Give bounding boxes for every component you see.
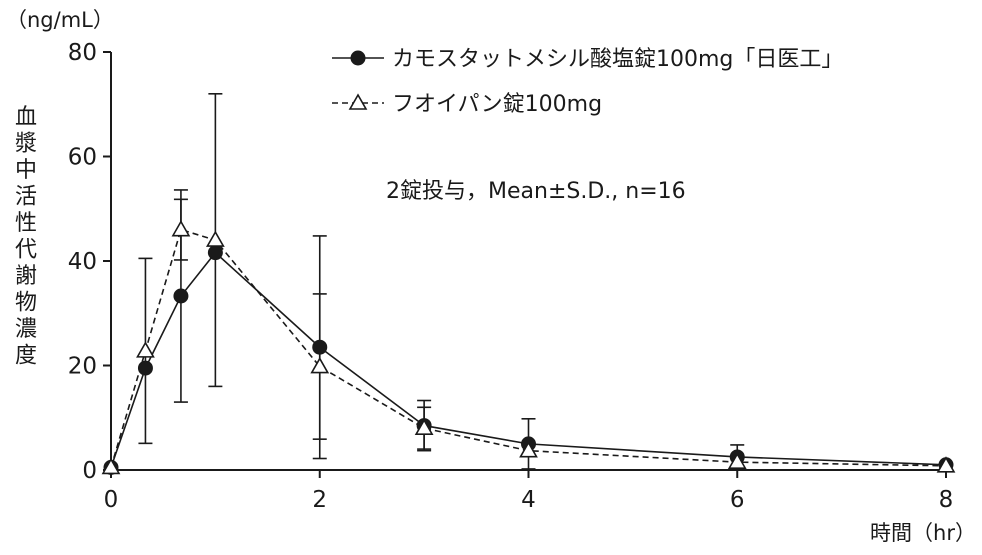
- data-point: [171, 220, 191, 237]
- y-axis-title-char: 中: [15, 158, 37, 183]
- data-point: [205, 230, 225, 247]
- y-tick-label: 80: [68, 40, 97, 66]
- y-unit-label: （ng/mL）: [6, 8, 114, 32]
- legend-marker: [348, 93, 368, 110]
- y-axis-title-char: 濃: [15, 317, 37, 342]
- annotation-text: 2錠投与，Mean±S.D., n=16: [386, 179, 686, 204]
- y-axis-title-char: 血: [15, 105, 37, 130]
- y-tick-label: 60: [68, 145, 97, 171]
- y-tick-label: 40: [68, 249, 97, 275]
- data-point: [310, 356, 330, 374]
- data-point: [173, 288, 189, 304]
- legend-marker: [350, 50, 366, 66]
- y-tick-label: 0: [82, 458, 97, 484]
- x-tick-label: 4: [521, 487, 536, 513]
- legend-label: フオイパン錠100mg: [392, 92, 602, 117]
- x-tick-label: 0: [104, 487, 119, 513]
- series-2: [101, 93, 956, 475]
- y-axis-title-char: 漿: [15, 132, 37, 157]
- x-tick-label: 6: [730, 487, 745, 513]
- data-point: [936, 456, 956, 473]
- y-axis-title-char: 度: [15, 344, 37, 369]
- data-point: [101, 457, 121, 475]
- data-point: [519, 441, 538, 458]
- x-unit-label: 時間（hr）: [870, 521, 976, 545]
- y-axis-title-char: 代: [15, 238, 37, 263]
- legend-item-1: カモスタットメシル酸塩錠100mg「日医工」: [332, 47, 843, 72]
- axis-ticks: 0 20 40 60 80 0 2 4 6 8: [68, 40, 954, 513]
- y-tick-label: 20: [68, 354, 97, 380]
- x-tick-label: 2: [312, 487, 327, 513]
- series-line: [110, 228, 947, 468]
- data-point: [727, 452, 747, 469]
- data-point: [414, 418, 434, 436]
- y-axis-title-char: 謝: [15, 264, 37, 289]
- y-axis-title-char: 活: [15, 185, 37, 210]
- y-axis-title-char: 性: [15, 211, 37, 236]
- legend-item-2: フオイパン錠100mg: [332, 92, 602, 117]
- x-tick-label: 8: [939, 487, 954, 513]
- plot-area: [101, 93, 956, 475]
- data-point: [136, 341, 155, 358]
- y-axis-title-char: 物: [15, 291, 37, 316]
- legend-label: カモスタットメシル酸塩錠100mg「日医工」: [392, 47, 843, 72]
- legend: カモスタットメシル酸塩錠100mg「日医工」フオイパン錠100mg: [332, 47, 843, 117]
- series-1: [103, 189, 954, 475]
